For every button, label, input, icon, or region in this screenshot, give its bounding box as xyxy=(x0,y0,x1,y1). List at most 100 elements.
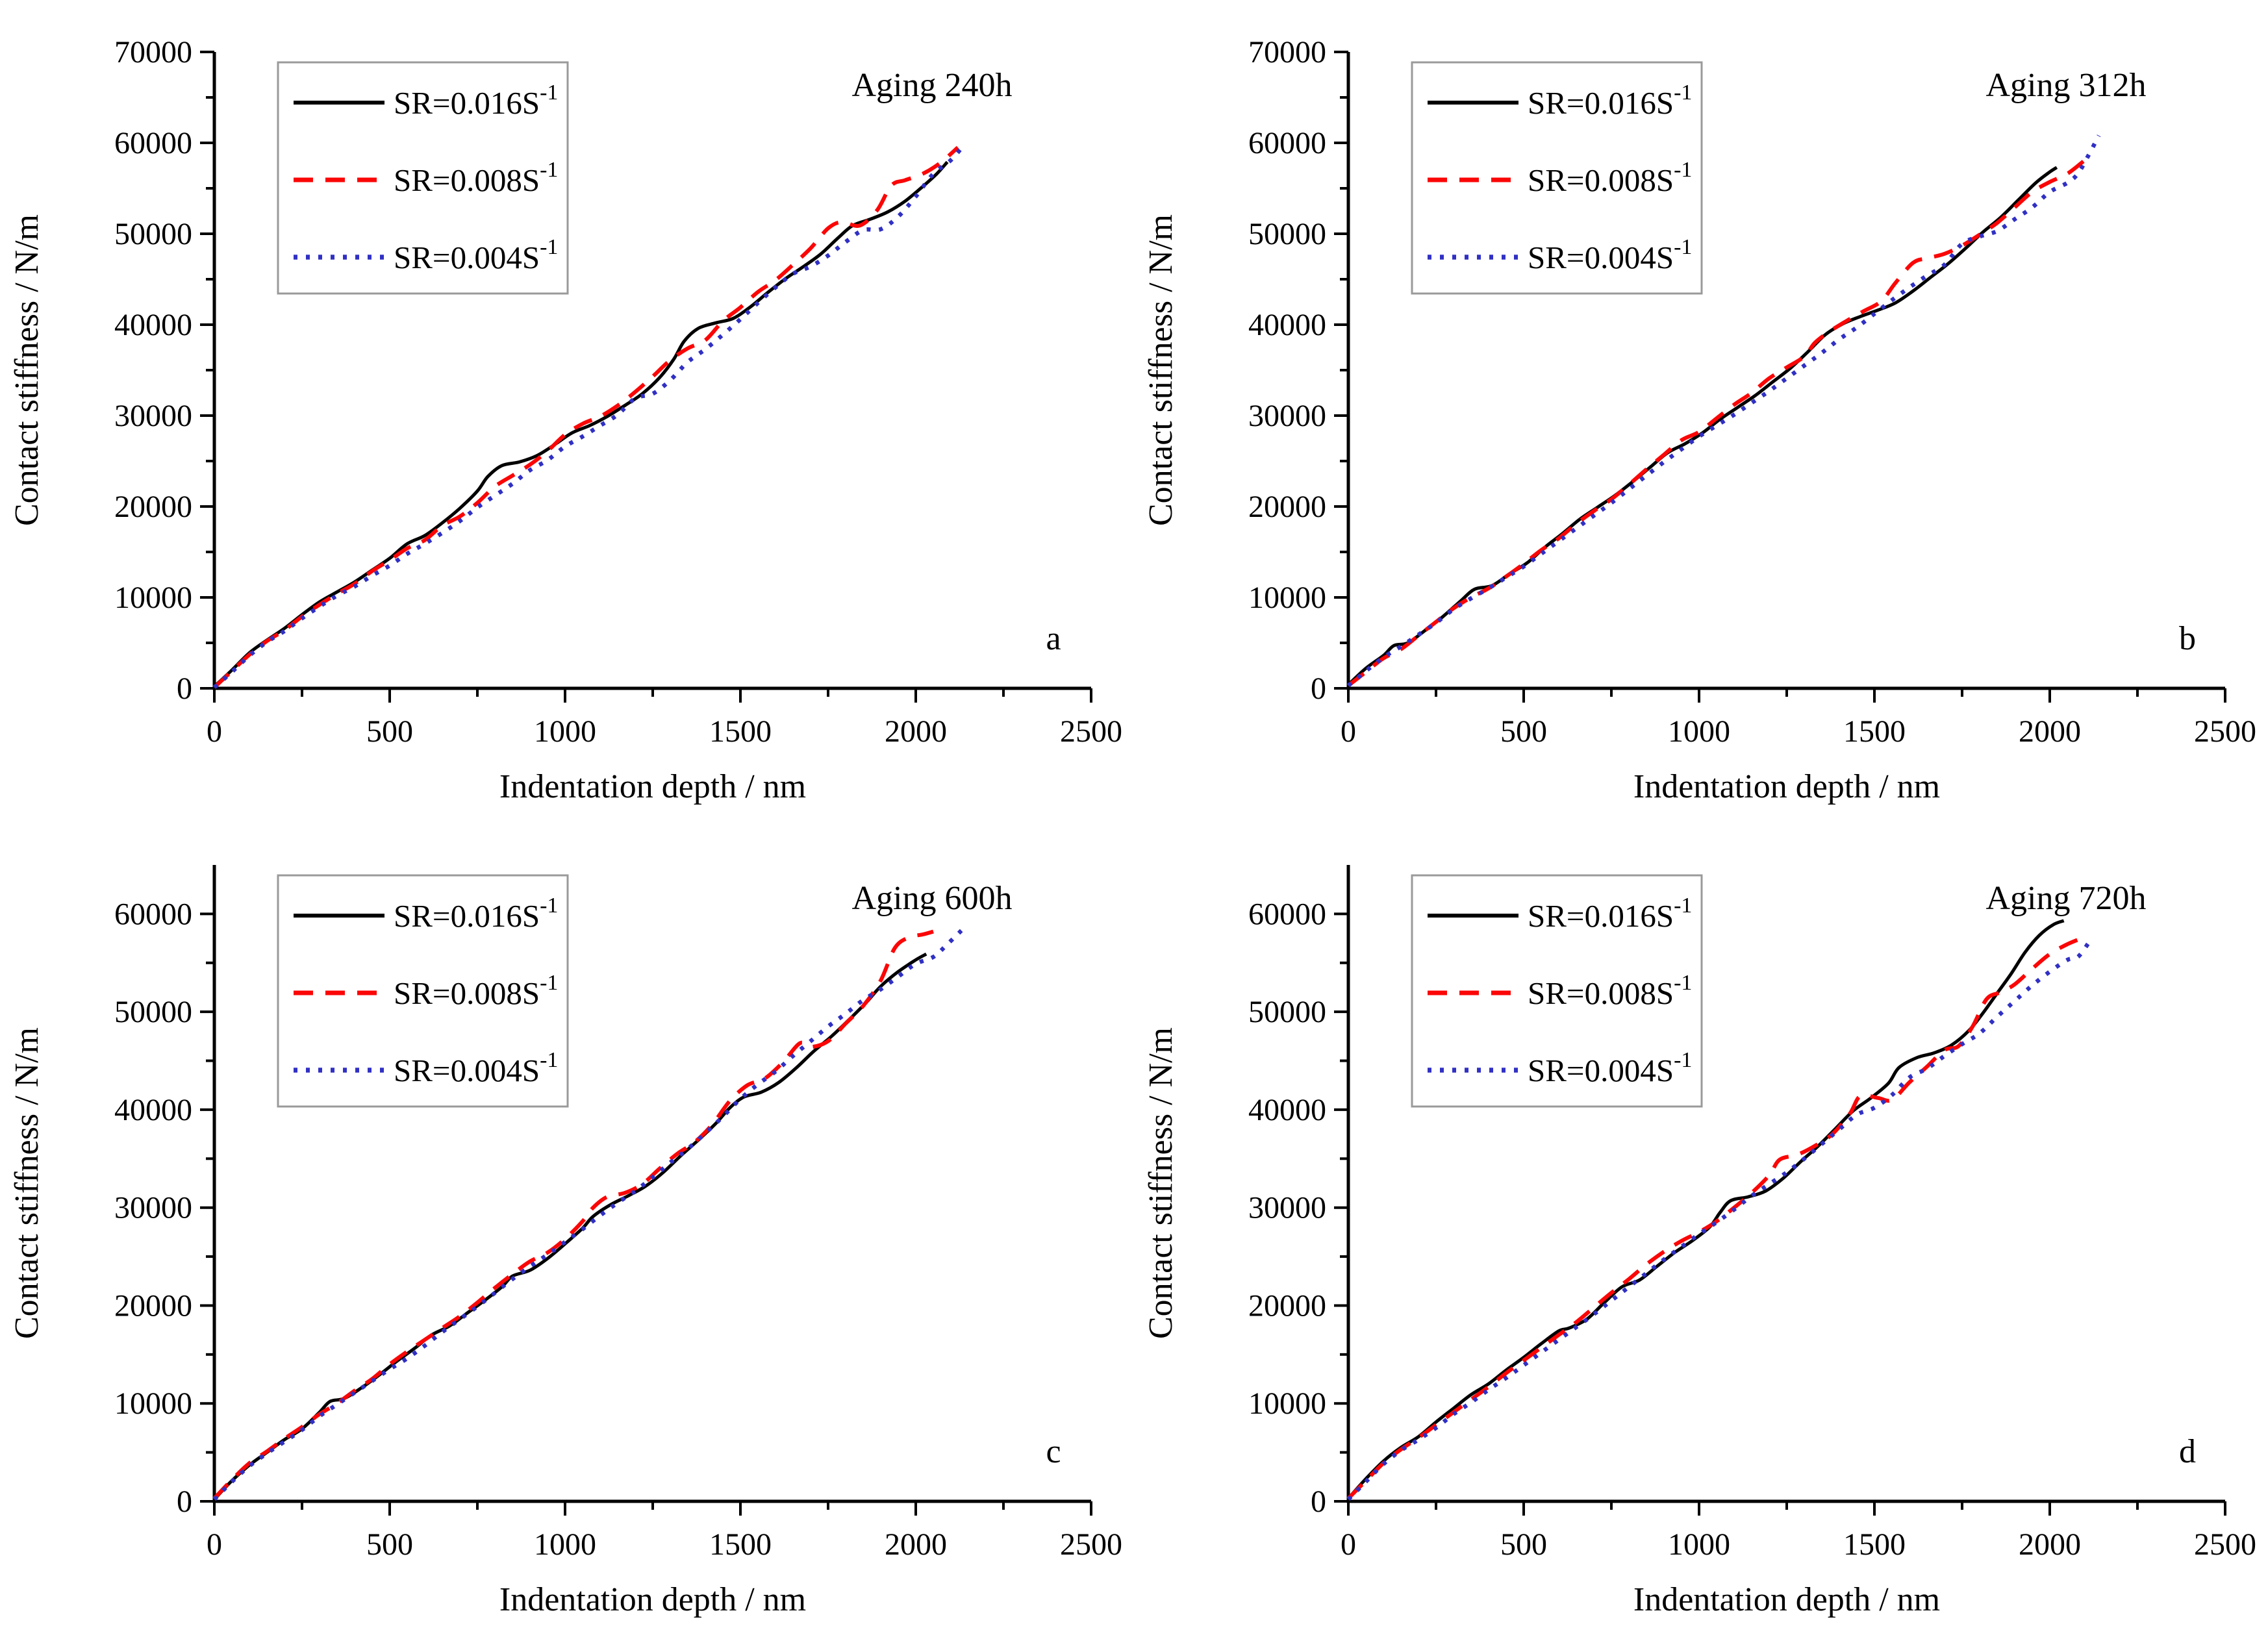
ticks xyxy=(200,912,1092,1516)
svg-text:2000: 2000 xyxy=(2019,1527,2081,1562)
svg-text:2000: 2000 xyxy=(885,714,947,749)
ticks xyxy=(200,51,1092,703)
legend: SR=0.016S-1 SR=0.008S-1 SR=0.004S-1 xyxy=(277,61,569,295)
series-dotted xyxy=(212,142,967,690)
svg-text:30000: 30000 xyxy=(1248,399,1326,433)
panel-annotation: Aging 720h xyxy=(1986,880,2147,917)
svg-text:1500: 1500 xyxy=(1843,714,1906,749)
svg-text:60000: 60000 xyxy=(114,897,192,931)
series-solid xyxy=(1347,919,2065,1500)
svg-text:500: 500 xyxy=(1500,1527,1547,1562)
chart-panel-a: 0 500 1000 1500 2000 2500 0 10000 20000 30000 4000… xyxy=(0,0,1134,813)
svg-text:40000: 40000 xyxy=(114,1093,192,1127)
svg-text:30000: 30000 xyxy=(1248,1191,1326,1225)
legend-label: SR=0.004S-1 xyxy=(1528,1048,1692,1088)
svg-text:50000: 50000 xyxy=(114,217,192,251)
panel-letter: d xyxy=(2179,1433,2196,1470)
legend: SR=0.016S-1 SR=0.008S-1 SR=0.004S-1 xyxy=(1411,874,1703,1108)
chart-panel-d: 0 500 1000 1500 2000 2500 0 10000 20000 30000 4000… xyxy=(1134,813,2268,1626)
svg-text:2500: 2500 xyxy=(1060,714,1122,749)
svg-text:10000: 10000 xyxy=(1248,581,1326,615)
svg-text:40000: 40000 xyxy=(114,308,192,342)
series-dashed xyxy=(212,145,959,689)
svg-text:60000: 60000 xyxy=(114,126,192,160)
svg-text:50000: 50000 xyxy=(1248,217,1326,251)
panel-annotation: Aging 600h xyxy=(852,880,1013,917)
svg-text:500: 500 xyxy=(366,1527,413,1562)
panel-annotation: Aging 312h xyxy=(1986,67,2147,104)
svg-text:1500: 1500 xyxy=(709,714,772,749)
legend-label: SR=0.016S-1 xyxy=(1528,81,1692,121)
x-axis-title: Indentation depth / nm xyxy=(1633,1581,1940,1618)
svg-text:1000: 1000 xyxy=(1668,714,1730,749)
y-axis-title: Contact stiffness / N/m xyxy=(1142,214,1179,526)
svg-text:2000: 2000 xyxy=(885,1527,947,1562)
svg-text:50000: 50000 xyxy=(1248,995,1326,1029)
svg-text:70000: 70000 xyxy=(1248,35,1326,69)
legend-label: SR=0.008S-1 xyxy=(394,971,558,1011)
svg-text:20000: 20000 xyxy=(1248,1288,1326,1323)
svg-text:500: 500 xyxy=(1500,714,1547,749)
svg-text:1000: 1000 xyxy=(534,1527,596,1562)
panel-letter: c xyxy=(1046,1433,1061,1470)
svg-text:0: 0 xyxy=(1311,671,1326,706)
legend-label: SR=0.004S-1 xyxy=(1528,235,1692,275)
legend-label: SR=0.008S-1 xyxy=(1528,158,1692,198)
svg-text:2500: 2500 xyxy=(2194,1527,2256,1562)
svg-text:500: 500 xyxy=(366,714,413,749)
legend: SR=0.016S-1 SR=0.008S-1 SR=0.004S-1 xyxy=(277,874,569,1108)
panel-letter: b xyxy=(2179,620,2196,657)
svg-text:0: 0 xyxy=(1311,1484,1326,1519)
x-axis-title: Indentation depth / nm xyxy=(499,1581,806,1618)
series-dotted xyxy=(1346,942,2091,1501)
series-dotted xyxy=(1346,134,2101,688)
svg-text:20000: 20000 xyxy=(1248,490,1326,524)
svg-text:70000: 70000 xyxy=(114,35,192,69)
svg-text:20000: 20000 xyxy=(114,1288,192,1323)
legend: SR=0.016S-1 SR=0.008S-1 SR=0.004S-1 xyxy=(1411,61,1703,295)
svg-text:0: 0 xyxy=(1341,1527,1356,1562)
legend-label: SR=0.008S-1 xyxy=(394,158,558,198)
series-dashed xyxy=(212,929,934,1500)
svg-text:2500: 2500 xyxy=(1060,1527,1122,1562)
legend-label: SR=0.016S-1 xyxy=(1528,894,1692,934)
svg-text:40000: 40000 xyxy=(1248,308,1326,342)
svg-text:0: 0 xyxy=(207,1527,222,1562)
svg-text:2500: 2500 xyxy=(2194,714,2256,749)
legend-label: SR=0.016S-1 xyxy=(394,894,558,934)
legend-label: SR=0.016S-1 xyxy=(394,81,558,121)
y-axis-title: Contact stiffness / N/m xyxy=(8,1027,45,1339)
svg-text:0: 0 xyxy=(207,714,222,749)
y-axis-title: Contact stiffness / N/m xyxy=(8,214,45,526)
svg-text:10000: 10000 xyxy=(1248,1386,1326,1421)
svg-text:1000: 1000 xyxy=(1668,1527,1730,1562)
ticks xyxy=(1334,912,2226,1516)
legend-label: SR=0.004S-1 xyxy=(394,1048,558,1088)
ticks xyxy=(1334,51,2226,703)
panel-letter: a xyxy=(1046,620,1061,657)
line-chart-svg: 0 500 1000 1500 2000 2500 0 10000 20000 30000 4000… xyxy=(1142,865,2256,1618)
svg-text:60000: 60000 xyxy=(1248,897,1326,931)
svg-text:0: 0 xyxy=(1341,714,1356,749)
line-chart-svg: 0 500 1000 1500 2000 2500 0 10000 20000 30000 4000… xyxy=(8,865,1122,1618)
svg-text:0: 0 xyxy=(177,671,192,706)
svg-text:30000: 30000 xyxy=(114,1191,192,1225)
x-axis-title: Indentation depth / nm xyxy=(499,768,806,805)
svg-text:30000: 30000 xyxy=(114,399,192,433)
svg-text:60000: 60000 xyxy=(1248,126,1326,160)
svg-text:10000: 10000 xyxy=(114,581,192,615)
legend-label: SR=0.008S-1 xyxy=(1528,971,1692,1011)
svg-text:20000: 20000 xyxy=(114,490,192,524)
x-axis-title: Indentation depth / nm xyxy=(1633,768,1940,805)
chart-panel-b: 0 500 1000 1500 2000 2500 0 10000 20000 30000 4000… xyxy=(1134,0,2268,813)
line-chart-svg: 0 500 1000 1500 2000 2500 0 10000 20000 30000 4000… xyxy=(1142,35,2256,805)
panel-annotation: Aging 240h xyxy=(852,67,1013,104)
svg-text:10000: 10000 xyxy=(114,1386,192,1421)
svg-text:50000: 50000 xyxy=(114,995,192,1029)
line-chart-svg: 0 500 1000 1500 2000 2500 0 10000 20000 30000 4000… xyxy=(8,35,1122,805)
svg-text:40000: 40000 xyxy=(1248,1093,1326,1127)
legend-label: SR=0.004S-1 xyxy=(394,235,558,275)
svg-text:1500: 1500 xyxy=(709,1527,772,1562)
svg-text:1000: 1000 xyxy=(534,714,596,749)
